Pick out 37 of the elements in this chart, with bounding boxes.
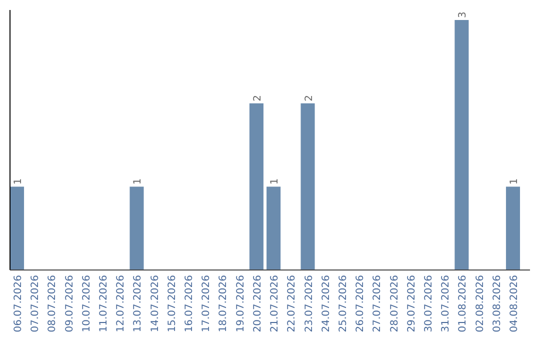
x-tick-label: 12.07.2026 [116,275,127,332]
x-tick-label: 26.07.2026 [355,275,366,332]
x-tick-label: 14.07.2026 [150,275,161,332]
x-tick-label: 31.07.2026 [440,275,452,332]
x-tick-label: 10.07.2026 [81,275,92,332]
x-tick-label: 29.07.2026 [406,275,418,332]
data-label: 3 [458,12,469,18]
x-tick-label: 17.07.2026 [201,275,212,332]
data-label: 1 [13,178,24,185]
x-tick-label: 08.07.2026 [47,275,58,332]
x-tick-label: 11.07.2026 [98,275,110,332]
data-label: 2 [304,94,315,102]
x-tick-label: 03.08.2026 [492,275,503,332]
x-tick-label: 02.08.2026 [474,275,486,332]
data-label: 1 [270,178,281,185]
x-tick-label: 15.07.2026 [166,275,178,332]
x-tick-label: 19.07.2026 [235,275,246,332]
x-tick-label: 18.07.2026 [218,275,230,332]
x-tick-label: 16.07.2026 [184,275,196,332]
x-tick-label: 30.07.2026 [423,275,434,332]
x-tick-label: 04.08.2026 [508,275,520,332]
x-tick-label: 01.08.2026 [458,275,469,332]
data-label: 1 [132,178,144,185]
x-tick-label: 25.07.2026 [338,275,349,332]
x-tick-label: 07.07.2026 [30,275,42,332]
x-tick-label: 28.07.2026 [389,275,400,332]
x-tick-label: 13.07.2026 [132,275,144,332]
x-tick-label: 27.07.2026 [372,275,384,332]
x-tick-label: 21.07.2026 [270,275,281,332]
x-tick-label: 06.07.2026 [13,275,24,332]
x-tick-label: 09.07.2026 [64,275,76,332]
data-label: 1 [508,178,520,185]
x-tick-label: 20.07.2026 [252,275,264,332]
x-tick-label: 22.07.2026 [286,275,298,332]
x-tick-label: 24.07.2026 [320,275,332,332]
x-tick-label: 23.07.2026 [304,275,315,332]
data-label: 2 [252,94,264,102]
